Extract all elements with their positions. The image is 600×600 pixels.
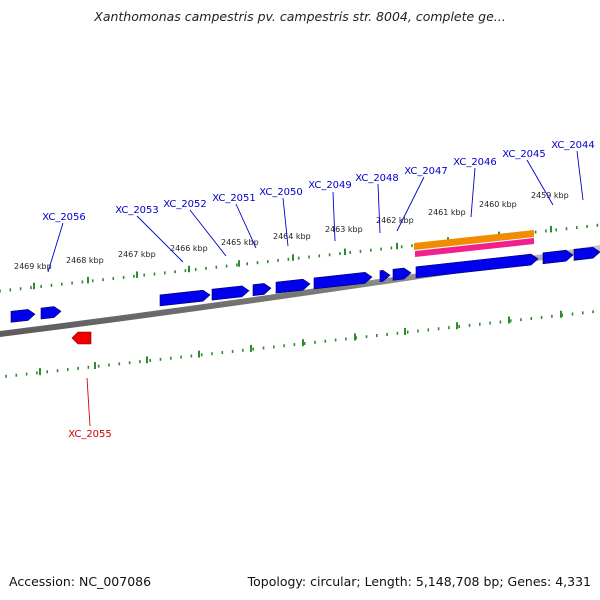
leader-line	[136, 215, 184, 263]
accession-label: Accession: NC_007086	[9, 574, 152, 589]
tick-rings	[0, 223, 599, 378]
leader-line	[86, 377, 91, 427]
gene-arrow-xc2044[interactable]	[573, 246, 600, 261]
gene-arrow-xc2045[interactable]	[542, 249, 574, 265]
leader-line	[332, 191, 336, 242]
backbone	[0, 245, 600, 337]
gene-arrow-xc2053[interactable]	[159, 289, 211, 307]
gene-label-xc2051[interactable]: XC_2051	[212, 193, 256, 204]
orange-feature-bar	[414, 230, 534, 250]
gene-label-xc2046[interactable]: XC_2046	[453, 157, 497, 168]
leader-line	[576, 150, 584, 201]
gene-arrow-xc2051[interactable]	[252, 283, 272, 297]
feature-bars	[414, 230, 534, 257]
kbp-label: 2467 kbp	[118, 250, 156, 259]
kbp-labels: 2469 kbp 2468 kbp 2467 kbp 2466 kbp 2465 kbp…	[14, 191, 569, 271]
gene-arrow-xc2047[interactable]	[392, 267, 412, 281]
gene-arrow-xc2056b[interactable]	[40, 306, 62, 320]
kbp-label: 2466 kbp	[170, 244, 208, 253]
gene-label-xc2049[interactable]: XC_2049	[308, 180, 352, 191]
leader-line	[47, 222, 64, 273]
leader-line	[235, 203, 257, 249]
gene-label-xc2050[interactable]: XC_2050	[259, 187, 303, 198]
gene-label-xc2045[interactable]: XC_2045	[502, 149, 546, 160]
magenta-feature-bar	[415, 238, 534, 257]
kbp-label: 2469 kbp	[14, 262, 52, 271]
gene-labels[interactable]: XC_2056XC_2055XC_2053XC_2052XC_2051XC_20…	[42, 140, 595, 440]
gene-arrow-xc2052[interactable]	[211, 285, 250, 301]
gene-label-xc2044[interactable]: XC_2044	[551, 140, 595, 151]
gene-arrow-xc2046[interactable]	[415, 253, 539, 279]
kbp-label: 2461 kbp	[428, 208, 466, 217]
kbp-label: 2459 kbp	[531, 191, 569, 200]
kbp-label: 2468 kbp	[66, 256, 104, 265]
leader-line	[396, 176, 425, 232]
gene-arrow-xc2050[interactable]	[275, 278, 311, 294]
leader-line	[189, 209, 227, 257]
gene-arrow-xc2049[interactable]	[313, 272, 373, 290]
leader-line	[282, 197, 289, 247]
genome-stats: Topology: circular; Length: 5,148,708 bp…	[247, 574, 591, 589]
map-title: Xanthomonas campestris pv. campestris st…	[94, 9, 506, 24]
kbp-label: 2462 kbp	[376, 216, 414, 225]
gene-arrow-xc2055[interactable]	[71, 331, 92, 345]
leader-line	[470, 167, 476, 218]
gene-track[interactable]	[10, 246, 600, 345]
gene-label-xc2056[interactable]: XC_2056	[42, 212, 86, 223]
gene-label-xc2047[interactable]: XC_2047	[404, 166, 448, 177]
gene-label-xc2055[interactable]: XC_2055	[68, 429, 112, 440]
backbone-arc	[0, 245, 600, 337]
gene-arrow-xc2056a[interactable]	[10, 309, 36, 323]
leader-line	[526, 159, 554, 206]
gene-arrow-xc2048[interactable]	[379, 270, 391, 283]
kbp-label: 2464 kbp	[273, 232, 311, 241]
kbp-label: 2460 kbp	[479, 200, 517, 209]
gene-label-xc2052[interactable]: XC_2052	[163, 199, 207, 210]
gene-label-xc2048[interactable]: XC_2048	[355, 173, 399, 184]
gene-label-xc2053[interactable]: XC_2053	[115, 205, 159, 216]
leader-line	[377, 183, 381, 234]
kbp-label: 2463 kbp	[325, 225, 363, 234]
kbp-label: 2465 kbp	[221, 238, 259, 247]
